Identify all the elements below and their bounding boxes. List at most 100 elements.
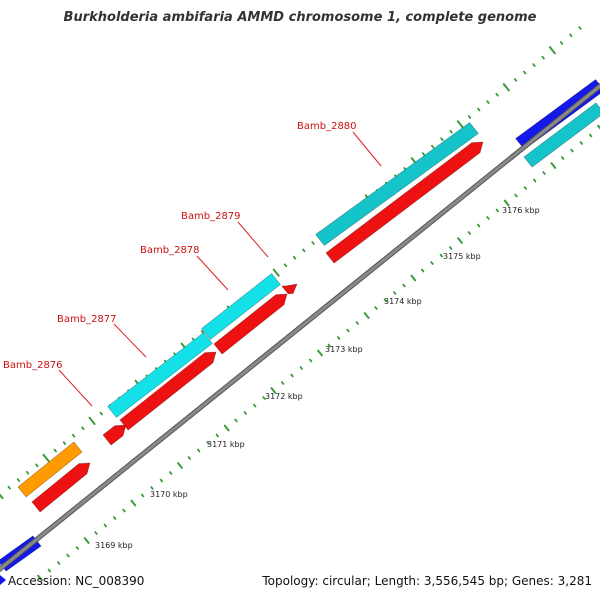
inner-scale-tick (169, 471, 173, 475)
backbone-line (0, 84, 600, 571)
scale-label-3170: 3170 kbp (150, 490, 188, 499)
outer-scale-tick (467, 115, 472, 119)
outer-scale-tick (311, 241, 315, 245)
inner-scale-tick (589, 133, 593, 138)
outer-scale-tick (200, 330, 205, 334)
inner-scale-tick (159, 478, 163, 483)
inner-scale-tick (486, 216, 490, 220)
inner-scale-tick (206, 441, 210, 445)
map-title: Burkholderia ambifaria AMMD chromosome 1… (63, 10, 537, 25)
inner-scale-tick (47, 568, 51, 573)
inner-scale-tick (317, 349, 323, 357)
inner-scale-tick (309, 358, 313, 363)
outer-scale-tick (486, 100, 490, 104)
inner-scale-tick (243, 411, 247, 415)
outer-scale-tick (541, 55, 545, 60)
feature-layer (0, 79, 600, 585)
inner-scale-tick (355, 321, 359, 325)
gene-label-bamb-2876[interactable]: Bamb_2876 (3, 360, 63, 371)
outer-scale-tick (559, 40, 564, 45)
outer-scale-tick (449, 129, 453, 134)
outer-scale-tick (71, 433, 76, 438)
leader-bamb-2878 (196, 255, 229, 291)
inner-scale-tick (253, 403, 257, 408)
inner-scale-tick (430, 261, 434, 265)
outer-scale-tick (42, 453, 50, 463)
inner-scale-tick (449, 246, 453, 250)
inner-scale-tick (234, 418, 238, 423)
gene-label-bamb-2877[interactable]: Bamb_2877 (57, 314, 117, 325)
inner-scale-tick (75, 546, 79, 550)
inner-scale-tick (570, 148, 574, 153)
inner-scale-tick (197, 448, 201, 453)
inner-scale-tick (561, 156, 565, 160)
inner-scale-tick (223, 424, 230, 432)
outer-scale-tick (272, 268, 280, 277)
outer-scale-tick (81, 426, 85, 431)
feature-bamb-2878-top (201, 273, 281, 340)
scale-label-3173: 3173 kbp (325, 345, 363, 354)
inner-scale-tick (113, 516, 117, 520)
outer-scale-tick (16, 478, 21, 483)
scale-label-3171: 3171 kbp (207, 440, 245, 449)
outer-scale-tick (7, 485, 11, 490)
inner-scale-tick (103, 523, 107, 528)
inner-scale-tick (346, 328, 350, 333)
gene-label-bamb-2878[interactable]: Bamb_2878 (140, 245, 200, 256)
inner-scale-tick (439, 253, 443, 258)
scale-label-3176: 3176 kbp (502, 206, 540, 215)
feature-bamb-2876-red (102, 424, 127, 446)
outer-scale-tick (532, 63, 536, 67)
accession-text: Accession: NC_008390 (8, 574, 145, 588)
inner-scale-tick (122, 508, 126, 513)
feature-bamb-2877-red (119, 351, 217, 431)
feature-teal-cds-right (523, 102, 600, 168)
feature-bamb-2878-red (213, 293, 288, 355)
scale-label-3172: 3172 kbp (265, 392, 303, 401)
feature-blue-cds-upper (515, 79, 600, 150)
outer-scale-tick (35, 463, 39, 468)
gene-label-bamb-2880[interactable]: Bamb_2880 (297, 121, 357, 132)
outer-scale-tick (283, 263, 288, 268)
inner-scale-tick (262, 396, 266, 400)
inner-scale-tick (187, 456, 191, 460)
inner-scale-tick (533, 178, 537, 183)
outer-scale-tick (292, 255, 297, 260)
feature-bamb-2877-top (107, 332, 213, 418)
inner-scale-tick (83, 537, 90, 544)
outer-scale-tick (456, 120, 464, 129)
inner-scale-tick (130, 499, 137, 507)
inner-scale-tick (337, 336, 341, 340)
inner-scale-tick (270, 387, 277, 394)
inner-scale-tick (421, 268, 425, 273)
inner-scale-tick (150, 486, 154, 490)
feature-red-cds-left (31, 462, 91, 513)
leader-bamb-2876 (58, 369, 93, 407)
feature-bamb-2880-top (315, 122, 479, 246)
outer-scale-tick (0, 493, 4, 500)
leader-bamb-2877 (113, 323, 147, 358)
inner-scale-tick (467, 231, 471, 235)
scale-label-3169: 3169 kbp (95, 541, 133, 550)
inner-scale-tick (363, 312, 370, 319)
inner-scale-tick (177, 462, 183, 469)
inner-scale-tick (290, 373, 294, 378)
outer-scale-tick (99, 411, 103, 416)
inner-scale-tick (57, 561, 61, 565)
outer-scale-tick (302, 248, 306, 253)
outer-scale-tick (513, 78, 518, 82)
inner-scale-tick (523, 186, 527, 190)
inner-scale-tick (503, 199, 510, 207)
inner-scale-tick (215, 433, 219, 438)
inner-scale-tick (327, 343, 331, 348)
scale-label-3174: 3174 kbp (384, 297, 422, 306)
inner-scale-tick (457, 237, 463, 244)
inner-scale-tick (550, 162, 557, 169)
outer-scale-tick (523, 70, 527, 75)
inner-scale-tick (597, 124, 600, 130)
inner-scale-tick (402, 283, 406, 288)
gene-label-bamb-2879[interactable]: Bamb_2879 (181, 211, 241, 222)
inner-scale-tick (281, 381, 285, 385)
backbone-layer (0, 82, 600, 573)
